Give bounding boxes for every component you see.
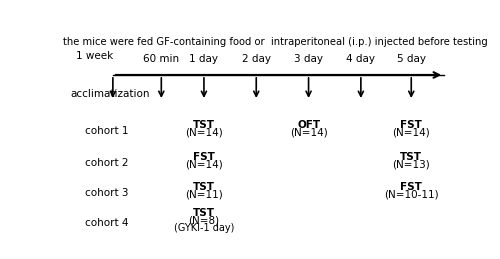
Text: cohort 1: cohort 1 [86, 126, 129, 136]
Text: OFT: OFT [297, 120, 320, 130]
Text: 3 day: 3 day [294, 54, 323, 64]
Text: 1 day: 1 day [190, 54, 218, 64]
Text: (N=11): (N=11) [185, 189, 223, 199]
Text: (N=14): (N=14) [185, 128, 223, 138]
Text: (N=13): (N=13) [392, 160, 430, 169]
Text: acclimatization: acclimatization [70, 89, 150, 99]
Text: FST: FST [400, 182, 422, 192]
Text: cohort 3: cohort 3 [86, 188, 129, 198]
Text: TST: TST [400, 152, 422, 162]
Text: (N=14): (N=14) [392, 128, 430, 138]
Text: FST: FST [400, 120, 422, 130]
Text: TST: TST [193, 120, 215, 130]
Text: 2 day: 2 day [242, 54, 271, 64]
Text: (GYKI-1 day): (GYKI-1 day) [174, 223, 234, 233]
Text: (N=10-11): (N=10-11) [384, 189, 438, 199]
Text: 4 day: 4 day [346, 54, 376, 64]
Text: 60 min: 60 min [144, 54, 180, 64]
Text: TST: TST [193, 208, 215, 218]
Text: (N=8): (N=8) [188, 215, 220, 226]
Text: cohort 2: cohort 2 [86, 158, 129, 168]
Text: 5 day: 5 day [397, 54, 426, 64]
Text: the mice were fed GF-containing food or  intraperitoneal (i.p.) injected before : the mice were fed GF-containing food or … [63, 37, 488, 47]
Text: (N=14): (N=14) [290, 128, 328, 138]
Text: 1 week: 1 week [76, 51, 114, 61]
Text: TST: TST [193, 182, 215, 192]
Text: FST: FST [193, 152, 215, 162]
Text: cohort 4: cohort 4 [86, 218, 129, 228]
Text: (N=14): (N=14) [185, 160, 223, 169]
